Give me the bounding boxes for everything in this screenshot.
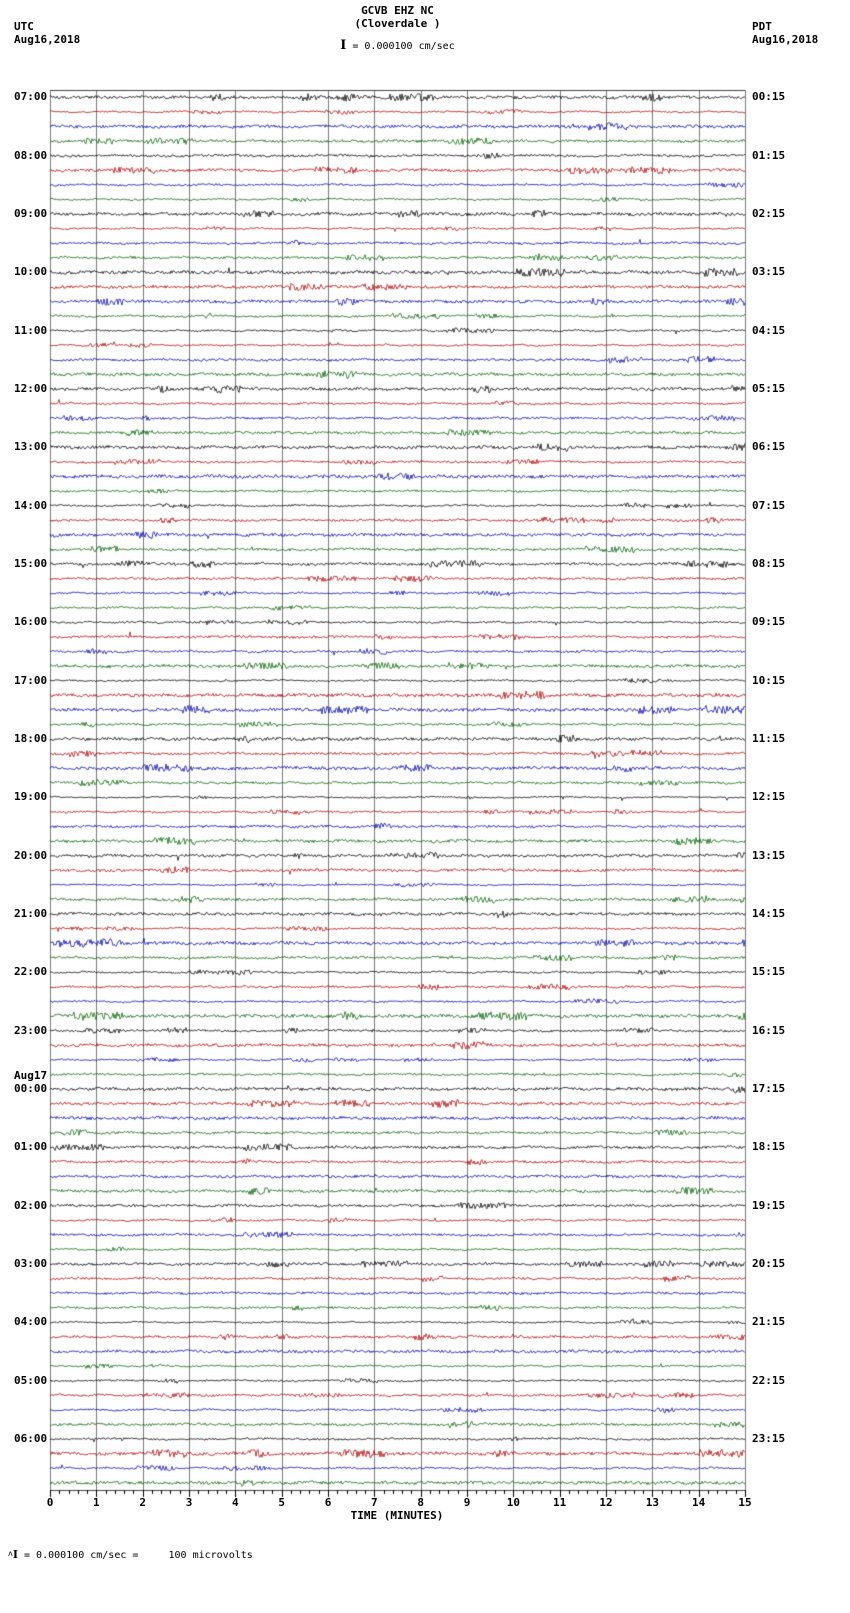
station-subtitle: (Cloverdale ) (354, 17, 441, 30)
scale-text: = 0.000100 cm/sec (352, 41, 455, 52)
x-axis-tick-label: 14 (692, 1496, 706, 1509)
utc-date: Aug16,2018 (14, 33, 81, 46)
utc-header: UTC Aug16,2018 (14, 20, 80, 46)
x-axis-tick-label: 2 (139, 1496, 146, 1509)
pdt-hour-label: 23:15 (752, 1431, 786, 1445)
pdt-date: Aug16,2018 (752, 33, 819, 46)
utc-hour-label: 05:00 (14, 1373, 48, 1387)
utc-hour-label: 11:00 (14, 323, 48, 337)
scale-bar-icon: I (340, 38, 347, 53)
pdt-hour-label: 22:15 (752, 1373, 786, 1387)
pdt-hour-label: 03:15 (752, 265, 786, 279)
x-axis-tick-label: 10 (506, 1496, 520, 1509)
x-axis-tick-label: 15 (738, 1496, 752, 1509)
date-break-label: Aug17 (14, 1068, 48, 1082)
pdt-hour-label: 10:15 (752, 673, 786, 687)
pdt-hour-label: 00:15 (752, 90, 786, 104)
pdt-header: PDT Aug16,2018 (752, 20, 818, 46)
footnote-text: = 0.000100 cm/sec = 100 microvolts (17, 1550, 253, 1561)
utc-hour-label: 18:00 (14, 731, 48, 745)
x-axis-tick-label: 5 (278, 1496, 285, 1509)
utc-hour-label: 02:00 (14, 1198, 48, 1212)
x-axis-tick-label: 8 (417, 1496, 424, 1509)
pdt-hour-label: 21:15 (752, 1315, 786, 1329)
pdt-hour-label: 20:15 (752, 1256, 786, 1270)
pdt-hour-label: 19:15 (752, 1198, 786, 1212)
pdt-hour-label: 02:15 (752, 206, 786, 220)
x-axis-tick-label: 7 (371, 1496, 378, 1509)
utc-hour-label: 17:00 (14, 673, 48, 687)
x-axis-tick-label: 13 (645, 1496, 659, 1509)
utc-hour-label: 22:00 (14, 965, 48, 979)
pdt-hour-label: 05:15 (752, 381, 786, 395)
utc-hour-label: 10:00 (14, 265, 48, 279)
x-axis-tick-label: 1 (93, 1496, 100, 1509)
page-title: GCVB EHZ NC (361, 4, 434, 17)
utc-hour-label: 04:00 (14, 1315, 48, 1329)
pdt-hour-label: 06:15 (752, 440, 786, 454)
pdt-hour-label: 04:15 (752, 323, 786, 337)
pdt-hour-label: 14:15 (752, 906, 786, 920)
scale-indicator: I = 0.000100 cm/sec (50, 38, 745, 53)
utc-hour-label: 20:00 (14, 848, 48, 862)
scale-bar-icon: I (12, 1548, 18, 1561)
scale-caret-icon: ʌ (8, 1549, 13, 1558)
pdt-hour-label: 01:15 (752, 148, 786, 162)
utc-hour-label: 14:00 (14, 498, 48, 512)
x-axis-tick-label: 4 (232, 1496, 239, 1509)
utc-hour-label: 21:00 (14, 906, 48, 920)
x-axis-tick-label: 9 (463, 1496, 471, 1509)
pdt-hour-label: 12:15 (752, 790, 786, 804)
utc-hour-label: 08:00 (14, 148, 48, 162)
x-axis-tick-label: 3 (185, 1496, 193, 1509)
pdt-hour-label: 13:15 (752, 848, 786, 862)
utc-hour-label: 16:00 (14, 615, 48, 629)
utc-hour-label: 23:00 (14, 1023, 48, 1037)
utc-hour-label: 12:00 (14, 381, 48, 395)
footnote: ʌI = 0.000100 cm/sec = 100 microvolts (8, 1548, 253, 1561)
utc-hour-label: 01:00 (14, 1140, 48, 1154)
pdt-hour-label: 08:15 (752, 556, 786, 570)
utc-hour-label: 07:00 (14, 90, 48, 104)
utc-hour-label: 15:00 (14, 556, 48, 570)
pdt-label: PDT (752, 20, 772, 33)
pdt-hour-label: 17:15 (752, 1081, 786, 1095)
pdt-hour-label: 07:15 (752, 498, 786, 512)
x-axis-tick-label: 6 (324, 1496, 332, 1509)
x-axis-title: TIME (MINUTES) (350, 1509, 444, 1522)
utc-label: UTC (14, 20, 34, 33)
pdt-hour-label: 18:15 (752, 1140, 786, 1154)
utc-hour-label: 13:00 (14, 440, 48, 454)
utc-hour-label: 06:00 (14, 1431, 48, 1445)
pdt-hour-label: 09:15 (752, 615, 786, 629)
utc-hour-label: 19:00 (14, 790, 48, 804)
pdt-hour-label: 11:15 (752, 731, 786, 745)
utc-hour-label: 09:00 (14, 206, 48, 220)
x-axis-tick-label: 0 (46, 1496, 54, 1509)
pdt-hour-label: 15:15 (752, 965, 786, 979)
pdt-hour-label: 16:15 (752, 1023, 786, 1037)
utc-hour-label: 00:00 (14, 1081, 48, 1095)
x-axis-tick-label: 12 (599, 1496, 613, 1509)
x-axis-tick-label: 11 (553, 1496, 567, 1509)
utc-hour-label: 03:00 (14, 1256, 48, 1270)
